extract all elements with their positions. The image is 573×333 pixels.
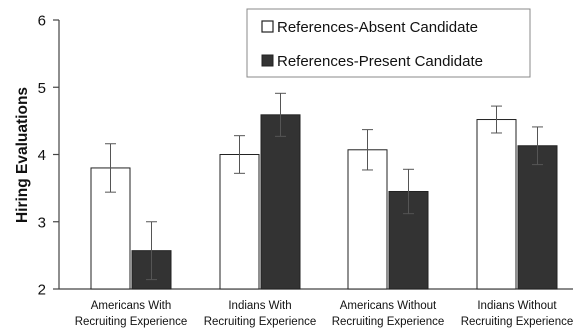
y-tick-label: 3: [38, 214, 46, 231]
legend-label-references-absent: References-Absent Candidate: [277, 19, 478, 36]
legend-swatch-references-absent: [261, 20, 274, 33]
error-bar: [105, 143, 116, 193]
legend-box: [246, 8, 531, 78]
x-tick-label: Americans With Recruiting Experience: [75, 300, 188, 328]
legend: References-Absent Candidate References-P…: [246, 8, 531, 78]
x-tick-label: Indians Without Recruiting Experience: [461, 300, 573, 328]
error-bar: [532, 126, 543, 166]
bar-references-absent: [219, 154, 260, 290]
error-bar: [146, 221, 157, 281]
y-ticks: 2 3 4 5 6: [38, 13, 59, 299]
bars: [90, 114, 558, 290]
error-bar: [362, 129, 373, 171]
bar-references-absent: [347, 149, 388, 290]
error-bar: [275, 92, 286, 137]
y-tick-label: 6: [38, 13, 46, 30]
y-tick-label: 5: [38, 80, 46, 97]
x-tick-label: Indians With Recruiting Experience: [204, 300, 317, 328]
bar-references-present: [260, 114, 301, 290]
y-axis-label: Hiring Evaluations: [14, 87, 31, 223]
bar-references-absent: [476, 119, 517, 290]
error-bar: [491, 105, 502, 134]
x-tick-label: Americans Without Recruiting Experience: [332, 300, 445, 328]
error-bar: [403, 168, 414, 215]
bar-references-present: [517, 145, 558, 290]
x-tick-labels: Americans With Recruiting Experience India…: [75, 300, 573, 328]
error-bars: [105, 92, 543, 281]
y-tick-label: 2: [38, 282, 46, 299]
legend-label-references-present: References-Present Candidate: [277, 53, 483, 70]
legend-swatch-references-present: [261, 54, 274, 67]
y-tick-label: 4: [38, 147, 46, 164]
error-bar: [234, 135, 245, 174]
